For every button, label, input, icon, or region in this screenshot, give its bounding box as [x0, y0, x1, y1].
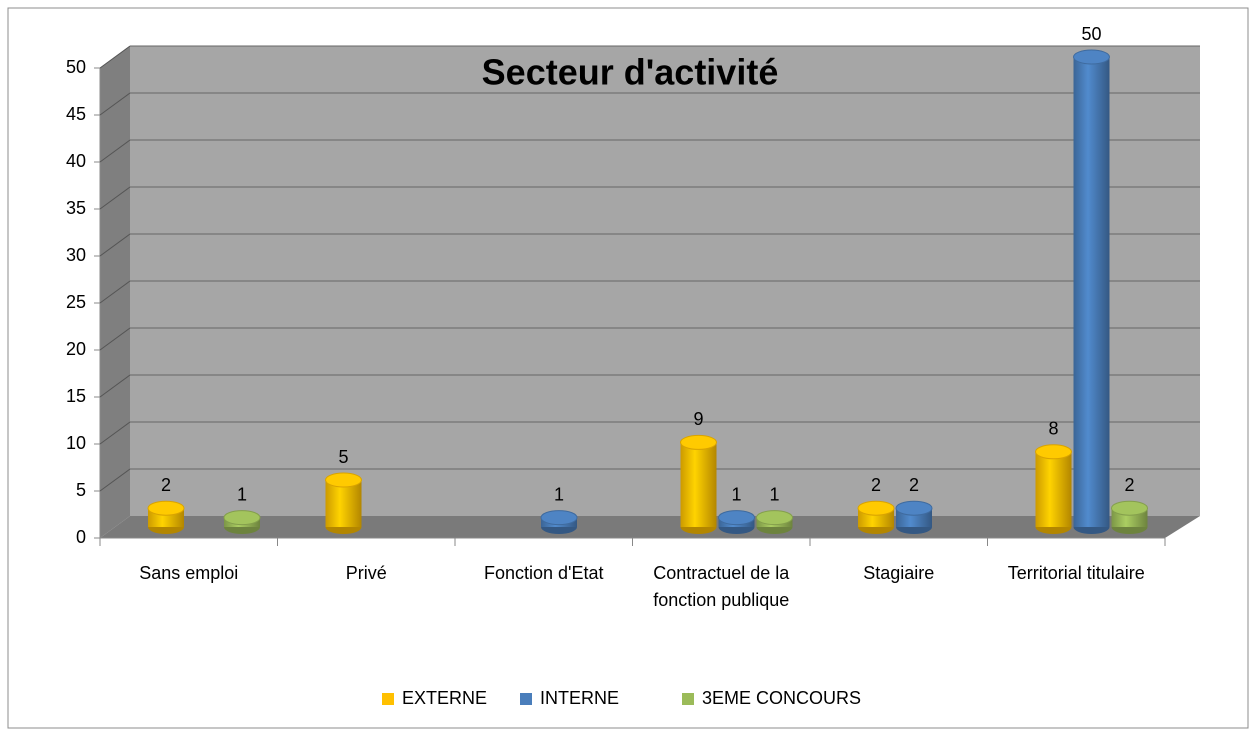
- data-label: 2: [1124, 475, 1134, 495]
- bar-cap: [1111, 500, 1148, 516]
- bar-cap: [540, 510, 578, 526]
- bar-cap: [223, 510, 261, 526]
- y-tick-label: 5: [76, 480, 86, 500]
- data-label: 5: [338, 447, 348, 467]
- legend-label: INTERNE: [540, 688, 619, 708]
- bar-cap: [857, 500, 895, 516]
- grid-line-side: [99, 280, 131, 304]
- bar-cap: [147, 500, 185, 516]
- grid-line-side: [99, 327, 131, 351]
- data-label: 1: [554, 484, 564, 504]
- y-tick-label: 0: [76, 527, 86, 547]
- bar-cap: [325, 472, 362, 488]
- grid-line-side: [99, 468, 131, 492]
- y-tick-label: 40: [66, 151, 86, 171]
- bar-cap: [718, 510, 755, 526]
- y-tick-label: 25: [66, 292, 86, 312]
- bar: [1073, 57, 1110, 527]
- y-tick-label: 30: [66, 245, 86, 265]
- grid-line-side: [99, 186, 131, 210]
- x-tick-label: Sans emploi: [139, 563, 239, 583]
- data-label: 1: [769, 484, 779, 504]
- bar-cap: [1073, 49, 1110, 65]
- bar-cap: [680, 434, 717, 450]
- data-label: 9: [693, 409, 703, 429]
- bar-cap: [895, 500, 933, 516]
- chart-title: Secteur d'activité: [482, 52, 779, 93]
- grid-line-side: [99, 421, 131, 445]
- y-tick-label: 50: [66, 57, 86, 77]
- legend-swatch: [520, 693, 532, 705]
- grid-line-side: [99, 45, 131, 69]
- x-tick-label: Privé: [345, 563, 387, 583]
- data-label: 8: [1048, 419, 1058, 439]
- x-tick-label: Stagiaire: [863, 563, 935, 583]
- data-label: 2: [909, 475, 919, 495]
- bar-cap: [756, 510, 793, 526]
- data-label: 2: [161, 475, 171, 495]
- grid-line-side: [99, 92, 131, 116]
- data-label: 1: [237, 484, 247, 504]
- grid-line-side: [99, 233, 131, 257]
- legend-swatch: [682, 693, 694, 705]
- bar: [1035, 451, 1072, 527]
- y-tick-label: 10: [66, 433, 86, 453]
- x-tick-label: Contractuel de la fonction publique: [653, 563, 790, 610]
- legend-label: 3EME CONCOURS: [702, 688, 861, 708]
- floor: [100, 516, 1200, 538]
- y-tick-label: 20: [66, 339, 86, 359]
- bar-cap: [1035, 444, 1072, 460]
- legend-swatch: [382, 693, 394, 705]
- x-tick-label: Territorial titulaire: [1007, 563, 1145, 583]
- legend-label: EXTERNE: [402, 688, 487, 708]
- grid-line-side: [99, 139, 131, 163]
- y-tick-label: 45: [66, 104, 86, 124]
- data-label: 1: [731, 484, 741, 504]
- y-tick-label: 35: [66, 198, 86, 218]
- data-label: 2: [871, 475, 881, 495]
- grid-line-side: [99, 374, 131, 398]
- bar: [325, 480, 362, 527]
- y-tick-label: 15: [66, 386, 86, 406]
- data-label: 50: [1081, 24, 1101, 44]
- bar: [680, 442, 717, 527]
- x-tick-label: Fonction d'Etat: [483, 563, 604, 583]
